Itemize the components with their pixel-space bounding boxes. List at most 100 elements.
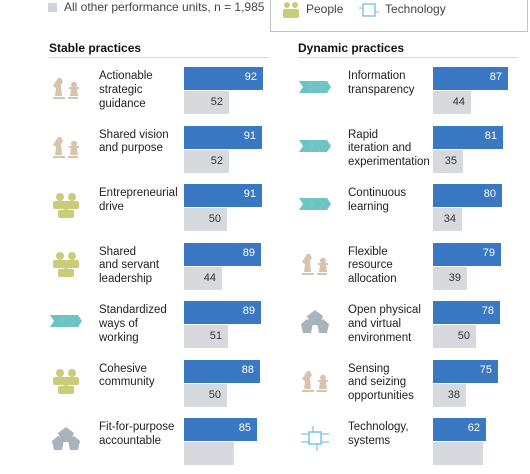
- strategy-icon: [50, 134, 82, 160]
- other-units-bar: [433, 442, 483, 465]
- practice-label-line: Flexible: [348, 245, 388, 258]
- top-performer-bar: 62: [433, 418, 486, 441]
- practice-row: Standardized ways of working 89 51: [50, 301, 290, 357]
- dynamic-practices-chart: Information transparency 87 44 Rapid iteratio…: [299, 0, 530, 465]
- strategy-icon: [299, 368, 331, 394]
- other-units-value: 38: [447, 388, 460, 401]
- process-icon: [299, 192, 331, 218]
- practice-row: Open physical and virtual environment 78 50: [299, 301, 530, 357]
- practice-row: Entrepreneurial drive 91 50: [50, 184, 290, 240]
- dynamic-practices-title: Dynamic practices: [298, 41, 405, 55]
- legend-box: People Technology: [270, 0, 528, 32]
- other-units-bar: 50: [184, 383, 227, 407]
- practice-label-line: Technology,: [348, 421, 409, 433]
- practice-label: Actionable strategic guidance: [99, 70, 153, 111]
- practice-label-line: environment: [348, 331, 412, 344]
- practice-label-line: Shared vision: [99, 128, 169, 141]
- practice-row: Cohesive community 88 50: [50, 359, 290, 416]
- practice-label-line: learning: [348, 200, 389, 213]
- practice-label: Technology, systems: [348, 421, 409, 449]
- practice-row: Sensing and seizing opportunities 75 38: [299, 359, 530, 416]
- other-units-bar: 52: [184, 91, 229, 114]
- other-units-value: 51: [209, 330, 222, 342]
- practice-label: Sensing and seizing opportunities: [348, 363, 414, 404]
- top-performer-bar: 79: [433, 242, 501, 266]
- practice-label-line: Sensing: [348, 362, 390, 375]
- practice-label-line: allocation: [348, 273, 397, 286]
- process-icon: [299, 75, 331, 101]
- practice-label: Rapid iteration and experimentation: [348, 129, 430, 170]
- top-performer-bar: 75: [433, 359, 498, 383]
- top-performer-value: 75: [479, 363, 492, 376]
- top-performer-value: 91: [243, 129, 256, 142]
- legend-other-units: All other performance units, n = 1,985: [48, 0, 264, 14]
- practice-label-line: Rapid: [348, 128, 379, 141]
- practice-label-line: Fit-for-purpose: [99, 421, 175, 433]
- other-units-value: 50: [208, 388, 221, 401]
- practice-label-line: iteration and: [348, 142, 412, 155]
- practice-label-line: ways of: [99, 317, 138, 330]
- strategy-icon: [299, 251, 331, 277]
- other-units-value: 39: [448, 271, 461, 284]
- practice-label: Shared vision and purpose: [99, 129, 169, 157]
- other-units-value: 50: [457, 330, 470, 342]
- practice-label-line: guidance: [99, 97, 146, 110]
- other-units-value: 44: [203, 271, 216, 284]
- top-performer-bar: 81: [433, 125, 503, 149]
- top-performer-value: 78: [481, 305, 494, 317]
- top-performer-value: 89: [242, 305, 255, 317]
- stable-practices-chart: Actionable strategic guidance 92 52 Shared vi…: [50, 0, 290, 465]
- practice-row: Rapid iteration and experimentation 81 35: [299, 125, 530, 182]
- technology-icon: [359, 3, 379, 17]
- legend-technology-label: Technology: [385, 2, 446, 16]
- other-units-value: 52: [210, 96, 223, 108]
- practice-label-line: and virtual: [348, 317, 402, 330]
- top-performer-value: 92: [244, 71, 257, 83]
- stable-practices-title: Stable practices: [49, 41, 142, 55]
- other-units-bar: 39: [433, 266, 467, 290]
- other-units-bar: [184, 442, 234, 465]
- other-units-bar: 35: [433, 149, 463, 173]
- top-performer-bar: 89: [184, 301, 261, 324]
- practice-label: Fit-for-purpose accountable: [99, 421, 174, 449]
- top-performer-bar: 87: [433, 67, 508, 90]
- practice-label-line: working: [99, 331, 139, 344]
- practice-label-line: experimentation: [348, 156, 430, 169]
- top-performer-value: 85: [238, 422, 251, 434]
- top-performer-bar: 91: [184, 125, 262, 149]
- other-units-value: 52: [210, 154, 223, 167]
- practice-label-line: and purpose: [99, 142, 163, 155]
- other-units-value: 34: [443, 213, 456, 225]
- practice-row: Shared vision and purpose 91 52: [50, 125, 290, 182]
- top-performer-value: 89: [242, 246, 255, 259]
- top-performer-value: 80: [483, 188, 496, 200]
- practice-label-line: Open physical: [348, 304, 421, 316]
- practice-row: Technology, systems 62: [299, 418, 530, 474]
- other-units-bar: 52: [184, 149, 229, 173]
- people-icon: [283, 2, 299, 18]
- practice-label-line: Continuous: [348, 187, 407, 199]
- top-performer-bar: 78: [433, 301, 500, 324]
- stable-header-rule: [49, 57, 269, 58]
- practice-label-line: Actionable: [99, 70, 153, 82]
- top-performer-bar: 80: [433, 184, 502, 207]
- top-performer-value: 62: [467, 422, 480, 434]
- top-performer-bar: 88: [184, 359, 260, 383]
- practice-label-line: transparency: [348, 83, 415, 96]
- practice-label-line: leadership: [99, 273, 153, 286]
- practice-row: Flexible resource allocation 79 39: [299, 242, 530, 299]
- practice-label-line: community: [99, 376, 155, 389]
- practice-label-line: and servant: [99, 259, 160, 272]
- strategy-icon: [50, 75, 82, 101]
- practice-label-line: resource: [348, 259, 393, 272]
- practice-label-line: opportunities: [348, 390, 414, 403]
- other-units-bar: 50: [433, 325, 476, 348]
- people-icon: [50, 368, 82, 394]
- other-units-bar: 44: [184, 266, 222, 290]
- practice-label-line: and seizing: [348, 376, 407, 389]
- legend-swatch-other: [48, 2, 57, 12]
- top-performer-bar: 85: [184, 418, 257, 441]
- other-units-bar: 51: [184, 325, 228, 348]
- top-performer-bar: 91: [184, 184, 262, 207]
- practice-label: Information transparency: [348, 70, 414, 98]
